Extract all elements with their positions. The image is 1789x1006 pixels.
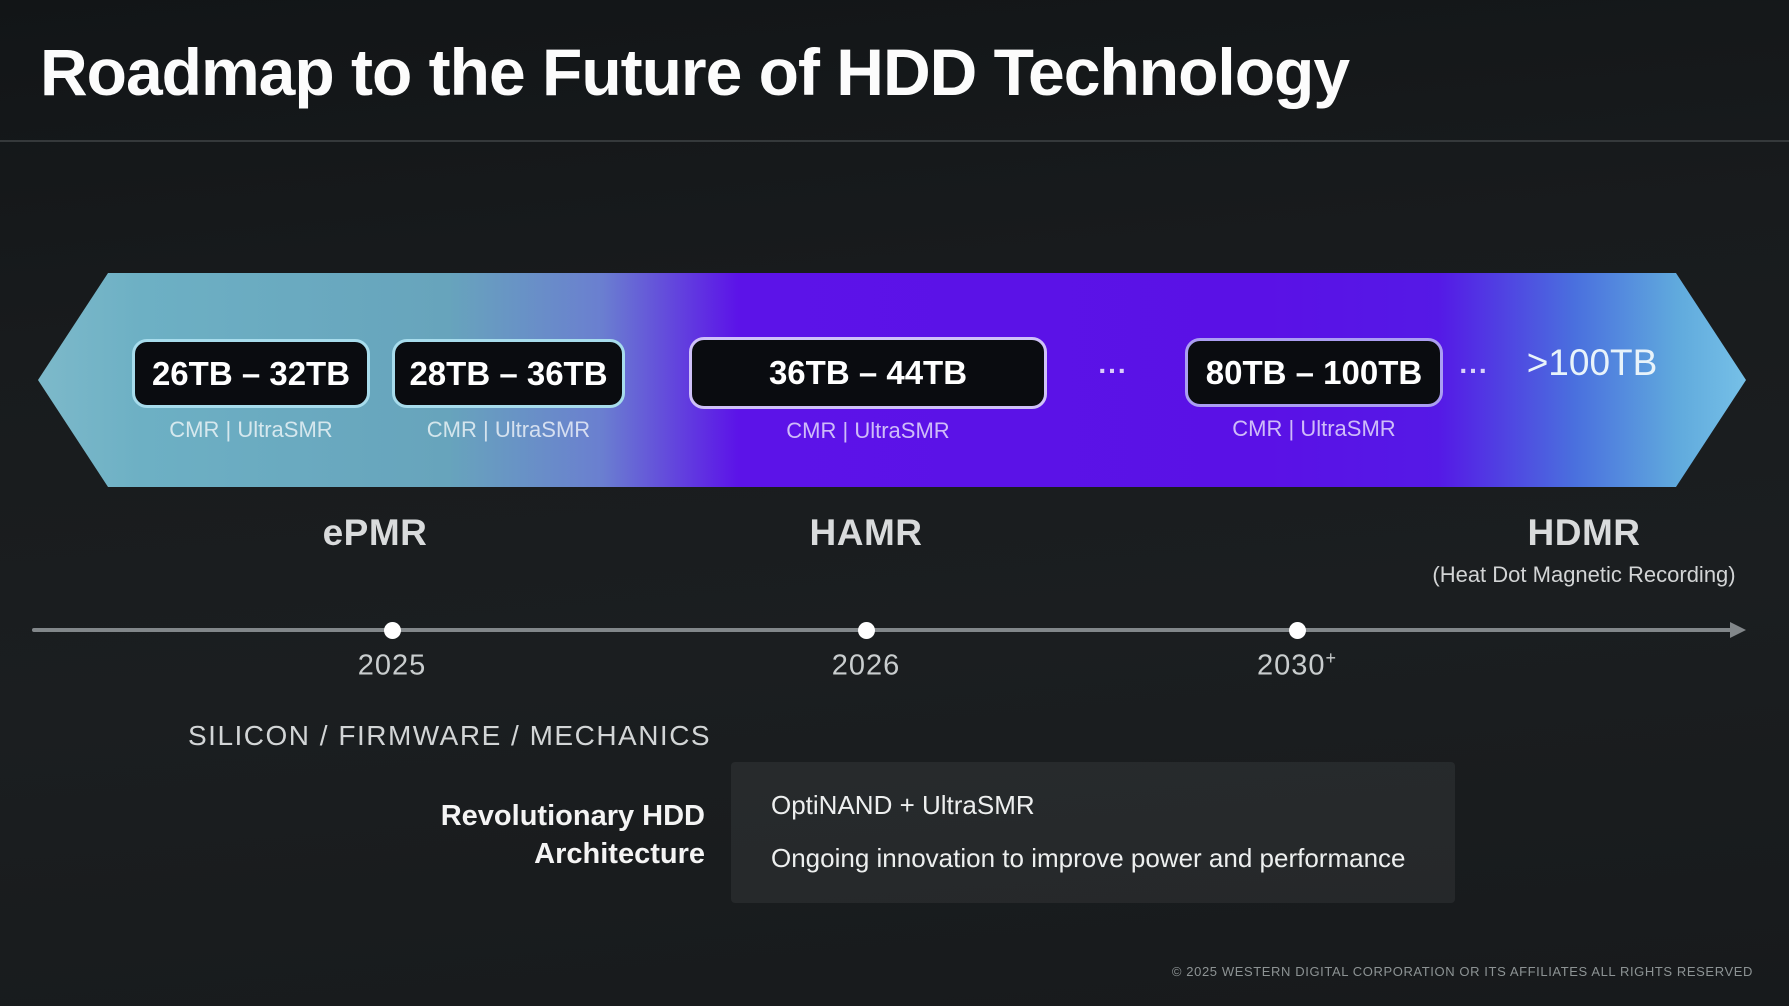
label-line-1: Revolutionary HDD — [440, 800, 705, 832]
timeline-year: 2026 — [831, 649, 901, 682]
ellipsis-separator: ... — [1459, 348, 1489, 379]
capacity-group-epmr-1: 26TB – 32TB CMR | UltraSMR — [132, 339, 370, 443]
title-divider — [0, 140, 1789, 142]
capacity-range-badge: 80TB – 100TB — [1185, 338, 1443, 407]
technology-label-epmr: ePMR — [265, 512, 485, 554]
recording-tech-label: CMR | UltraSMR — [426, 417, 591, 442]
technology-name: ePMR — [322, 512, 428, 553]
architecture-detail-line-1: OptiNAND + UltraSMR — [771, 790, 1035, 820]
capacity-range-badge: 26TB – 32TB — [132, 339, 370, 408]
architecture-detail-panel: OptiNAND + UltraSMR Ongoing innovation t… — [731, 762, 1455, 903]
copyright-notice: © 2025 WESTERN DIGITAL CORPORATION OR IT… — [1171, 964, 1753, 979]
technology-subtitle: (Heat Dot Magnetic Recording) — [1432, 562, 1736, 587]
capacity-range-badge: 28TB – 36TB — [392, 339, 625, 408]
revolutionary-architecture-label: Revolutionary HDD Architecture — [305, 797, 705, 873]
capacity-group-epmr-2: 28TB – 36TB CMR | UltraSMR — [392, 339, 625, 443]
recording-tech-label: CMR | UltraSMR — [786, 418, 950, 443]
technology-name: HDMR — [1527, 512, 1641, 553]
technology-name: HAMR — [809, 512, 923, 553]
capacity-range-badge: 36TB – 44TB — [689, 337, 1047, 409]
label-line-2: Architecture — [534, 838, 705, 870]
architecture-detail-line-2: Ongoing innovation to improve power and … — [771, 843, 1406, 873]
timeline-arrowhead-icon — [1730, 622, 1746, 638]
capacity-group-hdmr: 80TB – 100TB CMR | UltraSMR — [1185, 338, 1443, 442]
technology-label-hamr: HAMR — [756, 512, 976, 554]
technology-label-hdmr: HDMR (Heat Dot Magnetic Recording) — [1404, 512, 1764, 588]
timeline-axis — [32, 628, 1732, 632]
recording-tech-label: CMR | UltraSMR — [169, 417, 333, 442]
capacity-group-hamr: 36TB – 44TB CMR | UltraSMR — [689, 337, 1047, 444]
timeline-dot-2025 — [384, 622, 401, 639]
timeline-dot-2030 — [1289, 622, 1306, 639]
beyond-capacity-label: >100TB — [1526, 342, 1658, 383]
timeline-year: 2025 — [357, 649, 427, 682]
page-title: Roadmap to the Future of HDD Technology — [40, 35, 1350, 109]
ellipsis-separator: ... — [1098, 348, 1128, 379]
timeline-year: 2030+ — [1256, 648, 1338, 682]
timeline-dot-2026 — [858, 622, 875, 639]
section-heading-silicon-firmware-mechanics: SILICON / FIRMWARE / MECHANICS — [188, 720, 712, 751]
recording-tech-label: CMR | UltraSMR — [1232, 416, 1396, 441]
